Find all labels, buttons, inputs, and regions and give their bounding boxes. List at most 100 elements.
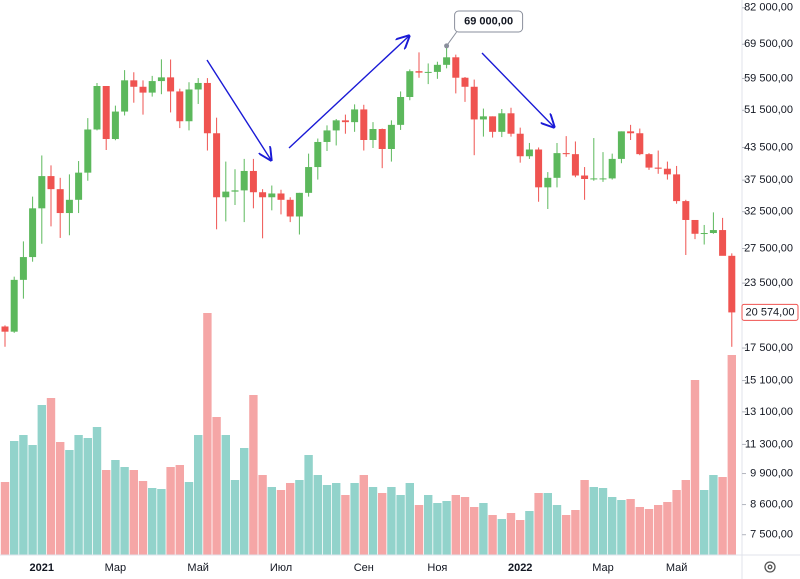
volume-bar: [608, 497, 617, 555]
y-tick-label: 27 500,00: [744, 242, 793, 254]
volume-bar: [138, 481, 148, 555]
y-tick-label: 32 500,00: [744, 206, 793, 218]
volume-bar: [414, 505, 424, 555]
candle-body: [663, 168, 671, 175]
candle-body: [259, 192, 267, 198]
settings-icon[interactable]: [764, 561, 776, 573]
volume-bar: [286, 483, 295, 555]
volume-bar: [368, 487, 378, 555]
candle-body: [75, 172, 83, 200]
candle-body: [194, 82, 202, 90]
candle-body: [627, 131, 635, 134]
volume-bar: [534, 493, 543, 555]
volume-bar: [617, 500, 626, 555]
candle-body: [443, 57, 451, 65]
candle-body: [507, 113, 515, 134]
candle-body: [130, 80, 138, 87]
candle-body: [590, 178, 598, 180]
candle-body: [176, 91, 184, 122]
volume-bar: [120, 467, 129, 555]
y-tick-label: 59 500,00: [744, 72, 793, 84]
volume-bar: [240, 448, 249, 555]
volume-bar: [681, 480, 690, 555]
candle-body: [84, 129, 92, 173]
volume-bar: [74, 435, 83, 555]
volume-bar: [92, 427, 102, 555]
candle-body: [544, 177, 552, 188]
candle-body: [617, 131, 625, 159]
x-tick-label: Мар: [105, 562, 127, 574]
volume-bar: [589, 487, 598, 555]
candle-body: [19, 257, 27, 280]
candle-body: [691, 219, 699, 234]
candle-body: [240, 170, 248, 191]
x-tick-label: Сен: [354, 562, 374, 574]
volume-bar: [212, 417, 221, 555]
volume-bar: [28, 445, 37, 555]
candle-body: [387, 124, 395, 149]
candle-body: [65, 199, 73, 214]
volume-bar: [690, 380, 700, 555]
candle-body: [185, 89, 193, 122]
candle-body: [479, 116, 487, 120]
candle-body: [157, 77, 165, 82]
y-tick-label: 69 500,00: [744, 38, 793, 50]
candle-body: [461, 77, 469, 87]
volume-bar: [332, 483, 341, 555]
candle-body: [102, 86, 110, 140]
candle-body: [682, 201, 690, 220]
volume-bar: [322, 485, 332, 555]
candle-body: [203, 82, 211, 134]
volume-bar: [700, 490, 709, 555]
candle-body: [111, 111, 119, 140]
arrow: [206, 59, 271, 160]
volume-bar: [46, 398, 56, 555]
volume-bar: [470, 507, 479, 555]
candle-body: [599, 178, 607, 180]
volume-bar: [37, 405, 46, 555]
volume-bar: [221, 435, 230, 555]
volume-bar: [488, 515, 497, 555]
volume-bar: [654, 505, 663, 555]
volume-bar: [525, 511, 534, 555]
candle-body: [93, 86, 101, 130]
candle-body: [249, 170, 257, 193]
volume-bar: [249, 395, 258, 555]
candle-body: [535, 149, 543, 188]
x-tick-label: Июл: [270, 562, 292, 574]
volume-bar: [350, 483, 359, 555]
candle-body: [29, 208, 37, 258]
candle-body: [719, 230, 727, 256]
last-price-box: [741, 303, 799, 321]
volume-bar: [175, 465, 184, 555]
y-tick-label: 13 100,00: [744, 406, 793, 418]
volume-bar: [626, 499, 635, 555]
candle-body: [424, 71, 432, 73]
candle-body: [369, 129, 377, 140]
volume-bar: [166, 467, 175, 555]
x-tick-label: Мар: [592, 562, 614, 574]
high-marker-stem: [446, 31, 458, 47]
volume-bar: [571, 510, 580, 555]
x-tick-label: Май: [666, 562, 688, 574]
volume-bar: [506, 513, 516, 555]
volume-bar: [148, 488, 157, 555]
volume-bar: [709, 475, 718, 555]
candle-body: [231, 190, 239, 192]
trend-arrows: [206, 36, 554, 160]
x-tick-label: Май: [187, 562, 209, 574]
x-tick-label: 2022: [508, 562, 532, 574]
candle-body: [498, 113, 506, 132]
candle-body: [608, 158, 616, 179]
candle-body: [700, 233, 708, 235]
volume-bar: [727, 355, 736, 555]
volume-bar: [562, 515, 571, 555]
candle-body: [341, 120, 349, 123]
x-tick-label: Ноя: [427, 562, 447, 574]
volume-bar: [313, 475, 322, 555]
candle-body: [332, 120, 340, 131]
y-tick-label: 82 000,00: [744, 2, 793, 14]
volume-bar: [111, 460, 120, 555]
volume-bar: [359, 475, 368, 555]
y-tick-label: 51 500,00: [744, 104, 793, 116]
